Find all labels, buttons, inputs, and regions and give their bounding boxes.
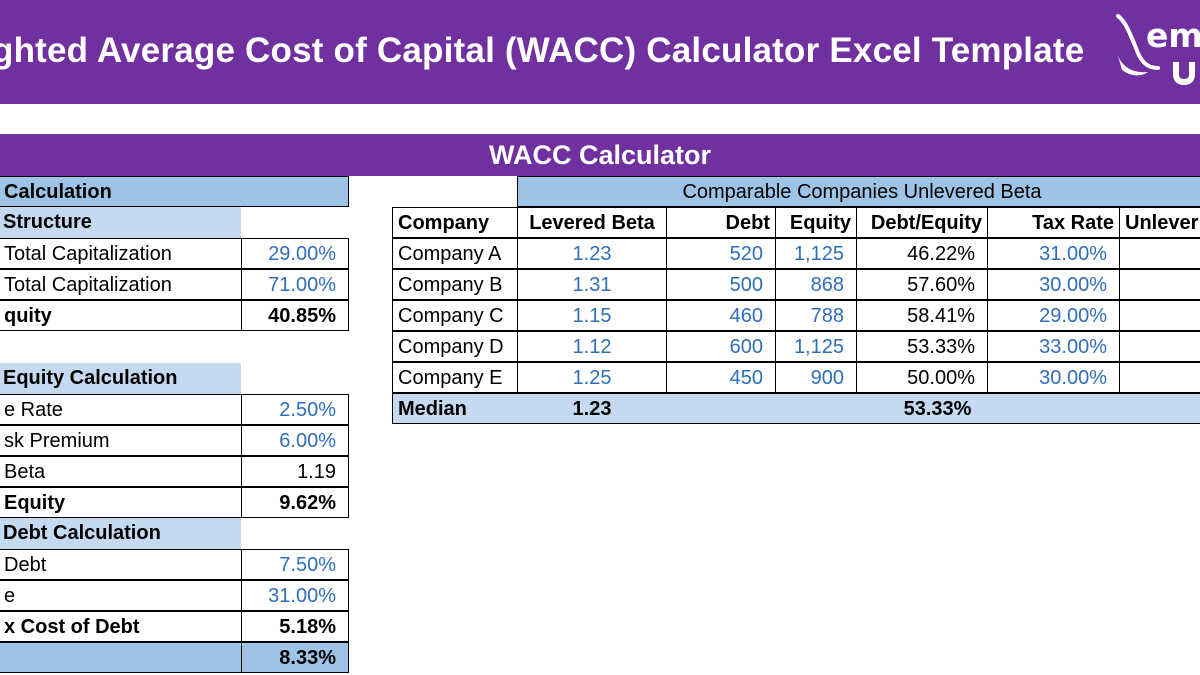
median-gap [666, 393, 856, 424]
debt-row-value[interactable]: 31.00% [241, 580, 349, 611]
capital-structure-header: Structure [0, 207, 241, 238]
median-label: Median [392, 393, 518, 424]
unlevered-beta [1119, 300, 1200, 331]
median-levered-beta: 1.23 [517, 393, 667, 424]
tax-rate[interactable]: 31.00% [987, 238, 1120, 269]
page-title: ghted Average Cost of Capital (WACC) Cal… [0, 31, 1085, 70]
debt-row-value[interactable]: 7.50% [241, 549, 349, 580]
equity-value[interactable]: 788 [775, 300, 857, 331]
equity-row-label: Beta [0, 456, 242, 487]
debt-value[interactable]: 600 [666, 331, 776, 362]
logo-mark-icon [1116, 14, 1195, 86]
cap-row-label: Total Capitalization [0, 238, 242, 269]
col-header-tax-rate: Tax Rate [987, 207, 1120, 238]
col-header-levered-beta: Levered Beta [517, 207, 667, 238]
equity-value[interactable]: 900 [775, 362, 857, 393]
debt-row-label: Debt [0, 549, 242, 580]
debt-equity: 50.00% [856, 362, 988, 393]
debt-row-value: 5.18% [241, 611, 349, 642]
cost-of-equity-header: Equity Calculation [0, 363, 241, 394]
equity-value[interactable]: 868 [775, 269, 857, 300]
company-name: Company E [392, 362, 518, 393]
equity-value[interactable]: 1,125 [775, 331, 857, 362]
left-section-header: Calculation [0, 176, 349, 207]
cap-row-value[interactable]: 71.00% [241, 269, 349, 300]
section-title: WACC Calculator [488, 140, 712, 170]
unlevered-beta [1119, 362, 1200, 393]
tax-rate[interactable]: 30.00% [987, 269, 1120, 300]
equity-row-value: 1.19 [241, 456, 349, 487]
levered-beta[interactable]: 1.25 [517, 362, 667, 393]
wacc-label-cell [0, 642, 242, 673]
cost-of-debt-header: Debt Calculation [0, 518, 241, 549]
debt-value[interactable]: 460 [666, 300, 776, 331]
equity-row-label: Equity [0, 487, 242, 518]
debt-value[interactable]: 500 [666, 269, 776, 300]
levered-beta[interactable]: 1.31 [517, 269, 667, 300]
cap-row-value[interactable]: 29.00% [241, 238, 349, 269]
equity-row-value: 9.62% [241, 487, 349, 518]
median-debt-equity: 53.33% [856, 393, 1019, 424]
title-banner: ghted Average Cost of Capital (WACC) Cal… [0, 0, 1200, 104]
unlevered-beta [1119, 238, 1200, 269]
debt-value[interactable]: 450 [666, 362, 776, 393]
debt-row-label: x Cost of Debt [0, 611, 242, 642]
cap-row-label: Total Capitalization [0, 269, 242, 300]
company-name: Company A [392, 238, 518, 269]
cap-row-label: quity [0, 300, 242, 331]
wacc-section-banner: WACC Calculator [0, 134, 1200, 176]
debt-equity: 46.22% [856, 238, 988, 269]
company-name: Company D [392, 331, 518, 362]
equity-row-value[interactable]: 6.00% [241, 425, 349, 456]
col-header-debt: Debt [666, 207, 776, 238]
brand-logo: em [1112, 8, 1200, 88]
tax-rate[interactable]: 33.00% [987, 331, 1120, 362]
wacc-value: 8.33% [241, 642, 349, 673]
debt-row-label: e [0, 580, 242, 611]
company-name: Company B [392, 269, 518, 300]
debt-equity: 58.41% [856, 300, 988, 331]
equity-value[interactable]: 1,125 [775, 238, 857, 269]
debt-equity: 57.60% [856, 269, 988, 300]
tax-rate[interactable]: 30.00% [987, 362, 1120, 393]
debt-value[interactable]: 520 [666, 238, 776, 269]
company-name: Company C [392, 300, 518, 331]
cap-row-value: 40.85% [241, 300, 349, 331]
col-header-unlevered: Unlever [1119, 207, 1200, 238]
col-header-equity: Equity [775, 207, 857, 238]
equity-row-value[interactable]: 2.50% [241, 394, 349, 425]
levered-beta[interactable]: 1.12 [517, 331, 667, 362]
levered-beta[interactable]: 1.15 [517, 300, 667, 331]
col-header-debt-equity: Debt/Equity [856, 207, 988, 238]
comparables-header: Comparable Companies Unlevered Beta [517, 176, 1200, 207]
median-fill [1018, 393, 1200, 424]
unlevered-beta [1119, 331, 1200, 362]
levered-beta[interactable]: 1.23 [517, 238, 667, 269]
debt-equity: 53.33% [856, 331, 988, 362]
col-header-company: Company [392, 207, 518, 238]
unlevered-beta [1119, 269, 1200, 300]
equity-row-label: e Rate [0, 394, 242, 425]
logo-text: em [1146, 16, 1200, 55]
equity-row-label: sk Premium [0, 425, 242, 456]
tax-rate[interactable]: 29.00% [987, 300, 1120, 331]
